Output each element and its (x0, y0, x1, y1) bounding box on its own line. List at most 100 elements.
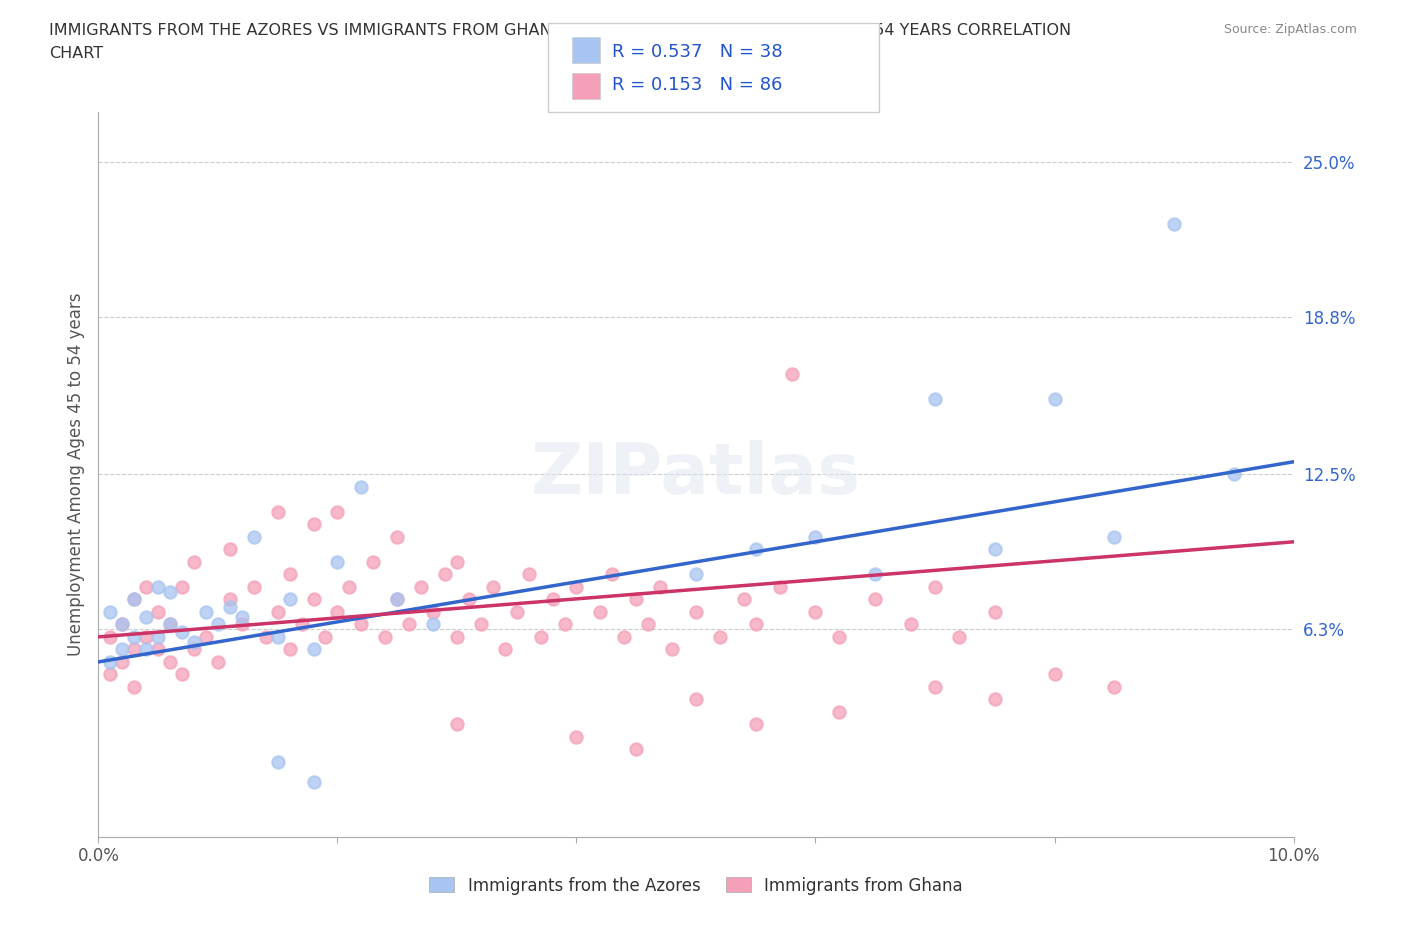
Point (709, 630, 731, 644)
Point (530, 630, 553, 644)
Text: IMMIGRANTS FROM THE AZORES VS IMMIGRANTS FROM GHANA UNEMPLOYMENT AMONG AGES 45 T: IMMIGRANTS FROM THE AZORES VS IMMIGRANTS… (49, 23, 1071, 38)
Point (124, 630, 146, 644)
Point (207, 617, 229, 631)
Point (315, 630, 337, 644)
Point (470, 617, 492, 631)
Point (948, 630, 970, 644)
Point (302, 642, 325, 657)
Point (780, 366, 803, 381)
Text: CHART: CHART (49, 46, 103, 61)
Point (1043, 667, 1066, 682)
Point (565, 579, 588, 594)
Point (446, 554, 468, 569)
Point (350, 479, 373, 494)
Point (302, 517, 325, 532)
Point (589, 604, 612, 619)
Point (278, 642, 301, 657)
Point (1104, 529, 1126, 544)
Point (231, 609, 253, 624)
Point (135, 642, 157, 657)
Point (243, 529, 266, 544)
Point (733, 591, 755, 606)
Point (506, 604, 529, 619)
Point (219, 542, 242, 557)
Point (278, 591, 301, 606)
Point (374, 630, 396, 644)
Point (865, 591, 887, 606)
Point (650, 579, 672, 594)
Point (924, 579, 946, 594)
Point (602, 567, 624, 582)
Point (159, 617, 181, 631)
Point (135, 630, 157, 644)
Point (159, 655, 181, 670)
Point (111, 617, 134, 631)
Point (1104, 680, 1126, 695)
Point (422, 617, 444, 631)
Point (267, 604, 290, 619)
Y-axis label: Unemployment Among Ages 45 to 54 years: Unemployment Among Ages 45 to 54 years (66, 293, 84, 656)
Point (769, 579, 792, 594)
Point (148, 630, 170, 644)
Point (124, 591, 146, 606)
Point (1223, 467, 1246, 482)
Point (541, 591, 564, 606)
Point (302, 591, 325, 606)
Point (865, 567, 887, 582)
Point (302, 775, 325, 790)
Point (278, 567, 301, 582)
Point (135, 579, 157, 594)
Point (148, 579, 170, 594)
Text: R = 0.153   N = 86: R = 0.153 N = 86 (612, 76, 782, 94)
Point (326, 504, 349, 519)
Text: R = 0.537   N = 38: R = 0.537 N = 38 (612, 43, 782, 60)
Point (159, 584, 181, 599)
Point (494, 642, 516, 657)
Point (350, 617, 373, 631)
Point (828, 630, 851, 644)
Point (124, 680, 146, 695)
Point (148, 642, 170, 657)
Point (900, 617, 922, 631)
Point (385, 591, 409, 606)
Point (326, 604, 349, 619)
Point (517, 567, 540, 582)
Point (183, 642, 205, 657)
Point (804, 529, 827, 544)
Point (804, 604, 827, 619)
Point (183, 554, 205, 569)
Point (98, 630, 122, 644)
Point (207, 655, 229, 670)
Point (124, 591, 146, 606)
Point (984, 542, 1007, 557)
Point (385, 529, 409, 544)
Point (745, 717, 768, 732)
Point (565, 729, 588, 744)
Point (637, 617, 659, 631)
Point (661, 642, 683, 657)
Point (422, 604, 444, 619)
Point (554, 617, 576, 631)
Text: Source: ZipAtlas.com: Source: ZipAtlas.com (1223, 23, 1357, 36)
Point (172, 667, 194, 682)
Point (243, 579, 266, 594)
Point (626, 742, 648, 757)
Point (254, 630, 277, 644)
Point (398, 617, 420, 631)
Point (434, 567, 457, 582)
Point (984, 692, 1007, 707)
Point (159, 617, 181, 631)
Point (924, 392, 946, 406)
Point (385, 591, 409, 606)
Point (183, 634, 205, 649)
Point (1043, 392, 1066, 406)
Point (745, 542, 768, 557)
Point (195, 604, 218, 619)
Point (458, 591, 481, 606)
Point (267, 504, 290, 519)
Point (98, 604, 122, 619)
Point (172, 579, 194, 594)
Point (482, 579, 505, 594)
Legend: Immigrants from the Azores, Immigrants from Ghana: Immigrants from the Azores, Immigrants f… (423, 870, 969, 901)
Point (685, 567, 707, 582)
